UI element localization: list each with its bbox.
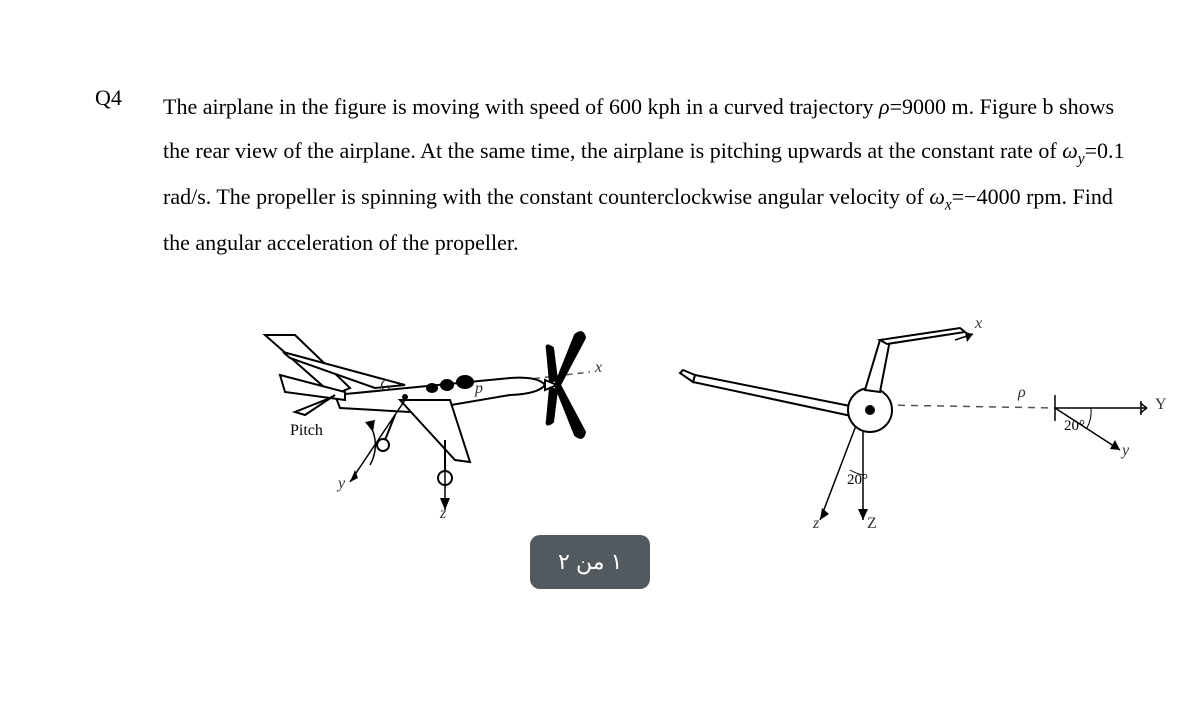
question-number: Q4	[95, 85, 163, 265]
label-x-b: x	[975, 315, 982, 333]
label-rho: ρ	[1018, 384, 1026, 402]
label-y-b: y	[1122, 442, 1129, 460]
label-y: y	[338, 475, 345, 493]
rear-view-svg	[655, 320, 1175, 550]
figure-a: G p x y z Pitch	[195, 300, 615, 535]
label-p: p	[475, 380, 483, 398]
label-z-b: z	[813, 515, 819, 533]
label-Z-b: Z	[867, 515, 877, 533]
question-body: The airplane in the figure is moving wit…	[163, 85, 1125, 265]
label-G: G	[380, 377, 392, 395]
body-line4c: =−4000	[952, 184, 1026, 209]
body-line3a: airplane is pitching upwards at the cons…	[613, 138, 1062, 163]
angle-20-left: 20°	[847, 472, 868, 489]
page-badge: ١ من ٢	[530, 535, 650, 589]
omega-y-sub: y	[1078, 150, 1085, 167]
omega-y: ω	[1062, 138, 1078, 163]
body-line1: The airplane in the figure is moving wit…	[163, 94, 879, 119]
figure-b: x Y y z Z ρ 20° 20°	[655, 320, 1175, 555]
label-Y-b: Y	[1155, 396, 1167, 414]
omega-x-sub: x	[945, 197, 952, 214]
omega-x: ω	[929, 184, 945, 209]
airplane-svg	[195, 300, 615, 530]
rho-symbol: ρ	[879, 94, 890, 119]
body-line4a: is spinning with the constant counterclo…	[341, 184, 929, 209]
label-pitch: Pitch	[290, 422, 323, 440]
label-z: z	[440, 505, 446, 523]
label-x: x	[595, 359, 602, 377]
angle-20-right: 20°	[1064, 418, 1085, 435]
